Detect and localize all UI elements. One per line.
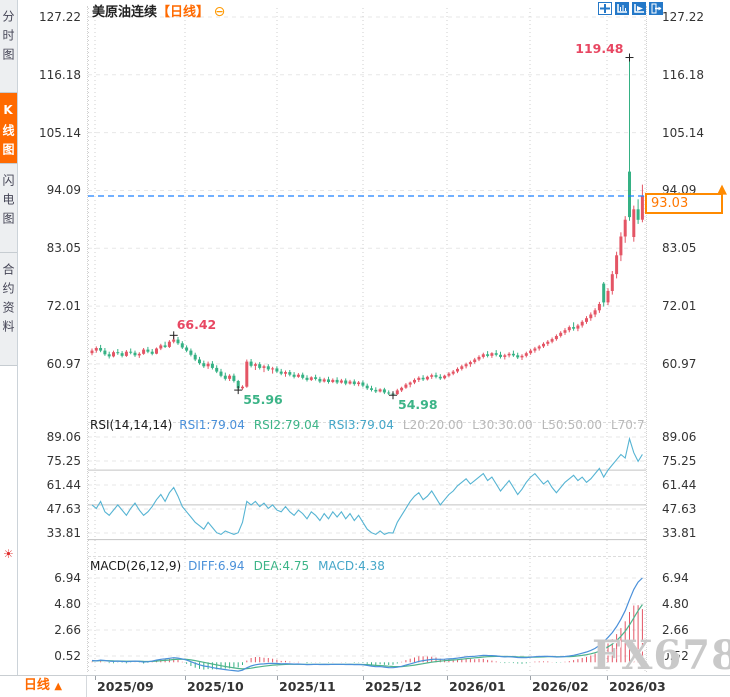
y-axis-label: 61.44 [46,478,81,492]
x-axis-month-label: 2025/12 [365,679,422,694]
x-axis-tick [185,676,186,680]
y-axis-label: 72.01 [46,299,81,313]
price-annotation: 66.42 [176,317,217,333]
y-axis-label: 105.14 [662,126,704,140]
price-annotation: 55.96 [243,392,283,408]
y-axis-label: 83.05 [46,241,81,255]
indicator-legend-item: RSI1:79.04 [179,418,245,432]
chart-play-icon[interactable] [632,2,646,15]
indicator-legend-item: L70:7 [610,418,645,432]
plot-left-border [87,6,88,672]
instrument-title: 美原油连续 [92,5,158,20]
plot-right-border [646,6,647,672]
indicator-params-label: RSI(14,14,14) [90,418,173,432]
collapse-icon[interactable]: ⊖ [213,4,226,20]
crosshair-move-icon[interactable] [598,2,612,15]
indicator-legend-item: MACD:4.38 [318,559,385,573]
x-axis-tick [447,676,448,680]
y-axis-label: 60.97 [662,357,697,371]
y-axis-label: 89.06 [46,430,81,444]
period-dropdown-arrow-icon: ▲ [54,681,63,692]
hot-indicator-icon[interactable]: ☀ [3,547,14,561]
time-axis-bar: 日线 ▲ 2025/09 2025/10 2025/11 2025/12 2026/01… [0,675,730,697]
period-tag: 【日线】 [157,5,210,20]
x-axis-month-label: 2025/09 [97,679,154,694]
y-axis-label: 116.18 [39,68,81,82]
tab-lightning-chart[interactable]: 闪电图 [0,164,17,253]
x-axis-tick [277,676,278,680]
y-axis-label: 75.25 [46,454,81,468]
macd-header: MACD(26,12,9) DIFF:6.94 DEA:4.75 MACD:4.38 [90,559,394,573]
y-axis-label: 47.63 [662,502,697,516]
x-axis-month-label: 2025/10 [187,679,244,694]
y-axis-label: 127.22 [662,10,704,24]
x-axis-month-label: 2025/11 [279,679,336,694]
x-axis-tick [530,676,531,680]
rsi-panel-canvas[interactable] [88,424,646,554]
y-axis-label: 2.66 [54,623,81,637]
y-axis-label: 33.81 [662,526,697,540]
tab-kline-chart[interactable]: K线图 [0,93,17,164]
y-axis-label: 61.44 [662,478,697,492]
period-label: 日线 [23,678,50,693]
y-axis-label: 4.80 [54,597,81,611]
x-axis-tick [607,676,608,680]
y-axis-label: 89.06 [662,430,697,444]
x-axis-month-label: 2026/03 [609,679,666,694]
indicator-legend-item: L20:20.00 [402,418,464,432]
y-axis-label: 116.18 [662,68,704,82]
price-annotation: 54.98 [398,397,438,413]
macd-panel-canvas[interactable] [88,558,646,672]
price-annotation: 119.48 [575,40,624,56]
y-axis-label: 72.01 [662,299,697,313]
x-axis-tick [95,676,96,680]
watermark: FX678 [592,632,730,679]
indicator-legend-item: L30:30.00 [472,418,533,432]
chart-title-bar: 美原油连续【日线】 ⊖ [92,1,225,20]
y-axis-label: 127.22 [39,10,81,24]
y-axis-label: 105.14 [39,126,81,140]
tab-contract-info[interactable]: 合约资料 [0,253,17,366]
y-axis-label: 83.05 [662,241,697,255]
y-axis-label: 94.09 [46,183,81,197]
indicator-legend-item: L50:50.00 [541,418,602,432]
indicator-legend-item: DEA:4.75 [253,559,310,573]
y-axis-label: 47.63 [46,502,81,516]
exit-chart-icon[interactable] [649,2,663,15]
sidebar: 分时图 K线图 闪电图 合约资料 [0,0,18,675]
price-panel-canvas[interactable] [88,8,646,420]
y-axis-label: 2.66 [662,623,689,637]
rsi-header: RSI(14,14,14) RSI1:79.04 RSI2:79.04 RSI3:79… [90,418,654,432]
y-axis-label: 4.80 [662,597,689,611]
x-axis-month-label: 2026/01 [449,679,506,694]
y-axis-label: 0.52 [662,649,689,663]
period-selector[interactable]: 日线 ▲ [0,676,87,697]
indicator-legend-item: DIFF:6.94 [188,559,245,573]
panel-separator [88,422,646,423]
x-axis-month-label: 2026/02 [532,679,589,694]
x-axis-tick [363,676,364,680]
axis-chart-icon[interactable] [615,2,629,15]
y-axis-label: 6.94 [54,571,81,585]
panel-separator [88,556,646,557]
indicator-legend-item: RSI3:79.04 [328,418,394,432]
y-axis-label: 33.81 [46,526,81,540]
tab-time-share-chart[interactable]: 分时图 [0,0,17,93]
y-axis-label: 60.97 [46,357,81,371]
indicator-legend-item: RSI2:79.04 [253,418,320,432]
y-axis-label: 75.25 [662,454,697,468]
y-axis-label: 6.94 [662,571,689,585]
chart-toolbar [598,2,663,15]
price-up-arrow-icon: ▲ [717,182,727,197]
indicator-params-label: MACD(26,12,9) [90,559,182,573]
y-axis-label: 0.52 [54,649,81,663]
last-price-box: 93.03 [645,193,723,214]
